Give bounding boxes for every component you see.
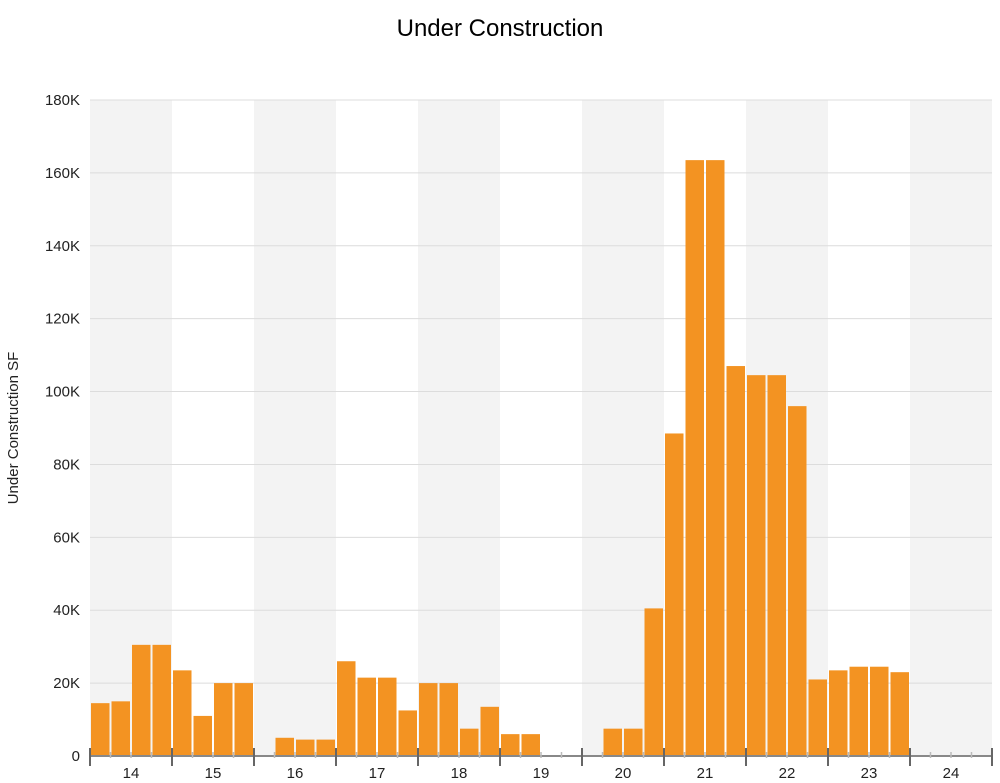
bar <box>644 608 663 756</box>
bars <box>91 160 909 757</box>
y-tick-label: 160K <box>45 165 80 182</box>
bar <box>890 672 909 756</box>
y-tick-label: 100K <box>45 384 80 401</box>
bar <box>214 683 233 756</box>
bar <box>726 366 745 756</box>
bar <box>788 406 807 756</box>
y-tick-label: 180K <box>45 92 80 109</box>
x-tick-label: 20 <box>615 765 632 782</box>
bar <box>624 728 643 756</box>
bar <box>685 160 704 757</box>
bar <box>173 670 192 756</box>
x-tick-label: 17 <box>369 765 386 782</box>
y-axis-ticks: 0 20K 40K 60K 80K 100K 120K 140K 160K 180K <box>45 92 80 765</box>
bar <box>132 644 151 756</box>
bar <box>193 715 212 756</box>
x-tick-label: 22 <box>779 765 796 782</box>
bar <box>706 160 725 757</box>
x-axis-ticks: 14 15 16 17 18 19 20 21 22 23 24 <box>123 765 960 782</box>
y-tick-label: 20K <box>53 675 80 692</box>
bar <box>501 734 520 756</box>
x-tick-label: 15 <box>205 765 222 782</box>
bar <box>111 701 130 756</box>
bar <box>849 666 868 756</box>
bar <box>460 728 479 756</box>
bar <box>337 661 356 756</box>
bar <box>808 679 827 756</box>
y-tick-label: 40K <box>53 602 80 619</box>
bar <box>870 666 889 756</box>
y-tick-label: 140K <box>45 238 80 255</box>
x-tick-label: 14 <box>123 765 140 782</box>
y-tick-label: 60K <box>53 529 80 546</box>
bar <box>665 433 684 756</box>
bar <box>767 375 786 756</box>
x-tick-label: 21 <box>697 765 714 782</box>
bar <box>152 644 171 756</box>
x-tick-label: 24 <box>943 765 960 782</box>
x-tick-label: 18 <box>451 765 468 782</box>
bar <box>316 739 335 756</box>
bar <box>747 375 766 756</box>
bar <box>296 739 315 756</box>
bar <box>275 737 294 756</box>
gridlines <box>90 99 992 757</box>
year-band <box>418 100 500 756</box>
bar <box>419 683 438 756</box>
year-bands <box>90 100 992 756</box>
y-tick-label: 120K <box>45 311 80 328</box>
bar <box>398 710 417 756</box>
y-axis-label: Under Construction SF <box>5 352 22 505</box>
bar <box>357 677 376 756</box>
bar <box>829 670 848 756</box>
y-tick-label: 80K <box>53 456 80 473</box>
bar <box>234 683 253 756</box>
bar <box>603 728 622 756</box>
x-tick-label: 19 <box>533 765 550 782</box>
x-tick-label: 16 <box>287 765 304 782</box>
bar <box>439 683 458 756</box>
bar <box>91 703 110 756</box>
bar <box>480 706 499 756</box>
y-tick-label: 0 <box>72 748 80 765</box>
x-tick-label: 23 <box>861 765 878 782</box>
year-band <box>910 100 992 756</box>
bar <box>378 677 397 756</box>
bar <box>521 734 540 756</box>
x-axis <box>89 748 993 766</box>
chart-title: Under Construction <box>397 15 604 42</box>
year-band <box>254 100 336 756</box>
